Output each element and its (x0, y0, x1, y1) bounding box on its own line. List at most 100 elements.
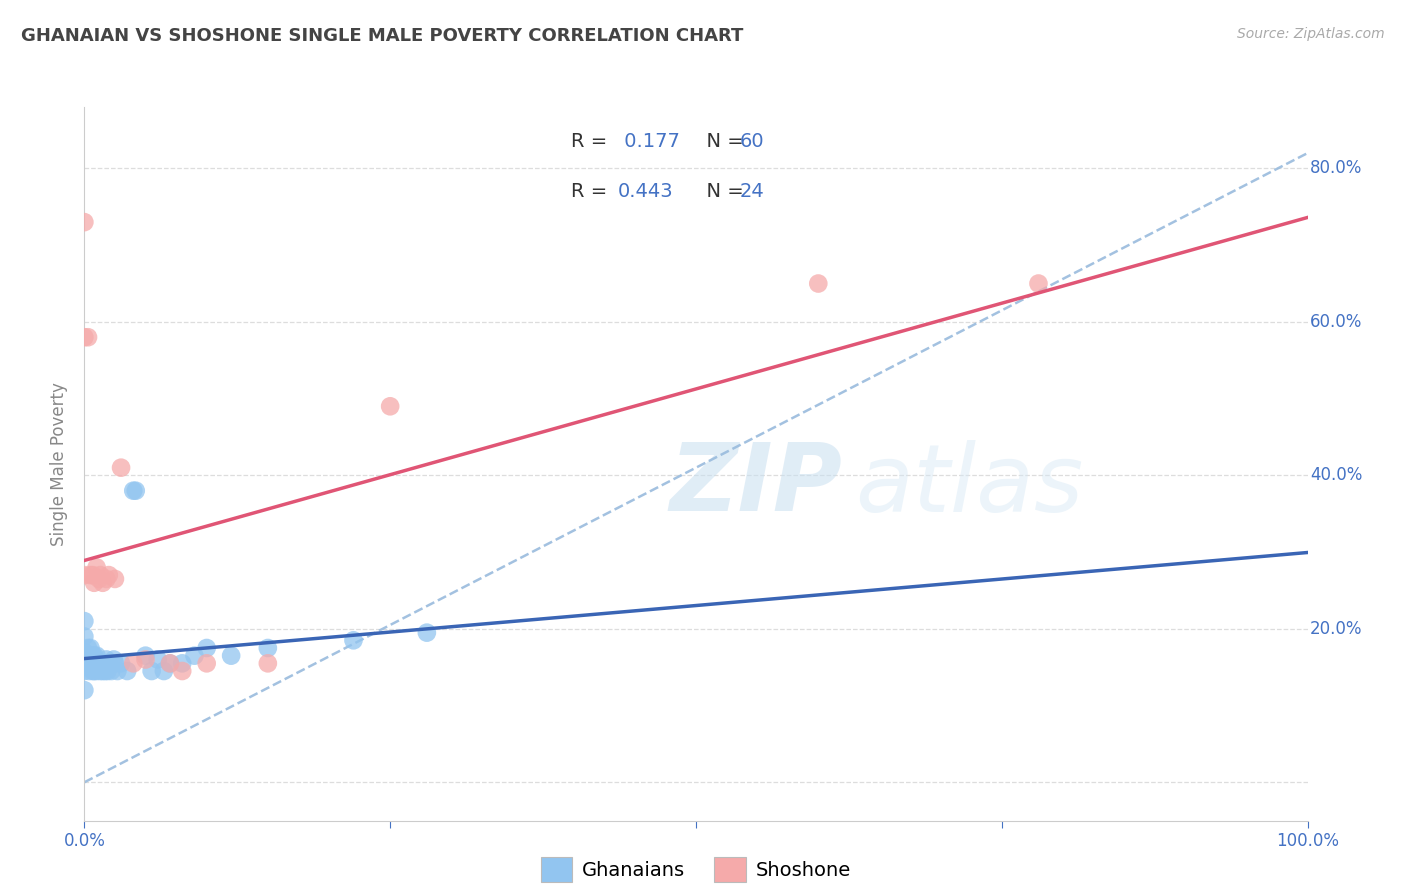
Point (89, 664, 111, 678)
Point (77, 330, 100, 344)
Point (159, 657, 181, 671)
Point (84, 652, 107, 666)
Point (100, 664, 122, 678)
Point (73, 215, 96, 229)
Point (89, 568, 111, 582)
Point (110, 657, 132, 671)
Point (86, 664, 108, 678)
Legend: Ghanaians, Shoshone: Ghanaians, Shoshone (534, 849, 858, 889)
Point (257, 657, 280, 671)
Point (807, 277, 830, 291)
Point (219, 648, 242, 663)
Point (73, 652, 96, 666)
Text: N =: N = (693, 182, 749, 201)
Point (135, 648, 157, 663)
Point (110, 460, 132, 475)
Point (79, 568, 101, 582)
Text: ZIP: ZIP (669, 439, 842, 532)
Point (97, 568, 120, 582)
Point (73, 630, 96, 644)
Text: N =: N = (693, 132, 749, 151)
Point (83, 575, 105, 590)
Point (96, 652, 118, 666)
Point (125, 483, 148, 498)
Point (73, 660, 96, 674)
Text: 0.443: 0.443 (617, 182, 673, 201)
Point (79, 657, 101, 671)
Point (82, 664, 104, 678)
Point (87, 657, 110, 671)
Point (416, 625, 439, 640)
Point (77, 648, 100, 663)
Point (153, 664, 176, 678)
Point (83, 648, 105, 663)
Text: 60.0%: 60.0% (1310, 313, 1362, 331)
Point (80, 652, 103, 666)
Point (91, 664, 114, 678)
Point (104, 572, 127, 586)
Point (82, 568, 104, 582)
Point (73, 645, 96, 659)
Point (1028, 277, 1050, 291)
Point (93, 657, 115, 671)
Point (77, 664, 100, 678)
Point (86, 560, 108, 574)
Point (342, 633, 364, 648)
Point (73, 614, 96, 628)
Point (380, 399, 402, 413)
Point (97, 657, 120, 671)
Point (172, 664, 194, 678)
Point (257, 640, 280, 655)
Text: GHANAIAN VS SHOSHONE SINGLE MALE POVERTY CORRELATION CHART: GHANAIAN VS SHOSHONE SINGLE MALE POVERTY… (21, 27, 744, 45)
Point (77, 657, 100, 671)
Text: 20.0%: 20.0% (1310, 620, 1362, 638)
Point (79, 640, 101, 655)
Text: Source: ZipAtlas.com: Source: ZipAtlas.com (1237, 27, 1385, 41)
Point (91, 657, 114, 671)
Point (122, 657, 145, 671)
Point (73, 568, 96, 582)
Point (82, 657, 104, 671)
Point (82, 648, 104, 663)
Point (159, 657, 181, 671)
Point (96, 572, 118, 586)
Point (73, 330, 96, 344)
Point (195, 657, 218, 671)
Point (79, 648, 101, 663)
Text: R =: R = (571, 182, 613, 201)
Point (86, 648, 108, 663)
Point (195, 640, 218, 655)
Point (141, 664, 163, 678)
Point (103, 652, 125, 666)
Point (89, 657, 111, 671)
Point (122, 483, 145, 498)
Point (80, 660, 103, 674)
Text: 40.0%: 40.0% (1310, 467, 1362, 484)
Point (172, 657, 194, 671)
Point (84, 660, 107, 674)
Point (97, 664, 120, 678)
Point (77, 640, 100, 655)
Point (77, 657, 100, 671)
Point (73, 664, 96, 678)
Point (91, 575, 114, 590)
Point (135, 652, 157, 666)
Point (73, 683, 96, 698)
Text: atlas: atlas (855, 440, 1083, 531)
Point (87, 572, 110, 586)
Text: R =: R = (571, 132, 613, 151)
Point (94, 664, 117, 678)
Point (146, 652, 169, 666)
Text: 24: 24 (740, 182, 765, 201)
Point (73, 657, 96, 671)
Text: 80.0%: 80.0% (1310, 160, 1362, 178)
Point (87, 657, 110, 671)
Point (115, 664, 138, 678)
Point (83, 664, 105, 678)
Point (183, 648, 205, 663)
Point (105, 664, 128, 678)
Text: 0.177: 0.177 (617, 132, 679, 151)
Y-axis label: Single Male Poverty: Single Male Poverty (51, 382, 69, 546)
Point (77, 648, 100, 663)
Text: 60: 60 (740, 132, 765, 151)
